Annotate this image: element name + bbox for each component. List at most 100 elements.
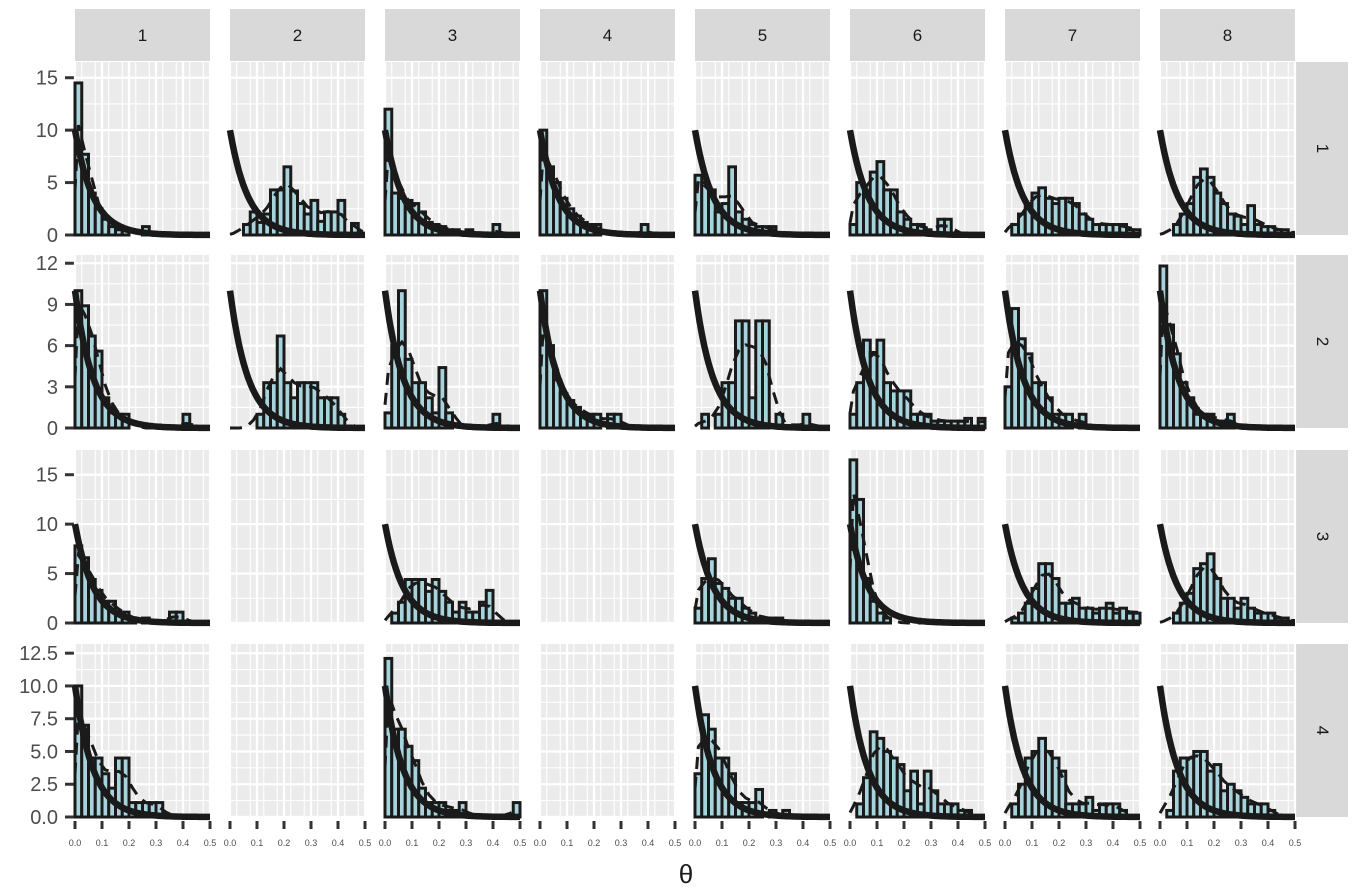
- prior-curve: [226, 129, 365, 239]
- prior-curve: [1001, 290, 1140, 432]
- x-tick-label: 0.3: [305, 838, 318, 848]
- prior-curve: [846, 685, 985, 821]
- x-tick-label: 0.4: [642, 838, 655, 848]
- x-tick-label: 0.1: [251, 838, 264, 848]
- panel-r1-c6: [846, 62, 987, 239]
- prior-curve: [226, 290, 365, 432]
- panel-background: [230, 644, 365, 817]
- panel-r1-c5: [691, 62, 832, 239]
- x-tick-label: 0.4: [1107, 838, 1120, 848]
- panel-r3-c5: [691, 450, 832, 627]
- prior-curve: [1001, 129, 1140, 239]
- prior-curve: [381, 523, 520, 627]
- panel-r2-c6: [846, 255, 987, 432]
- x-tick-label: 0.4: [177, 838, 190, 848]
- row-strip-label: 4: [1313, 726, 1332, 735]
- histogram-bar: [902, 389, 913, 430]
- x-tick-label: 0.3: [770, 838, 783, 848]
- row-strip-label: 3: [1313, 532, 1332, 541]
- x-tick-label: 0.5: [359, 838, 372, 848]
- y-tick-label: 15: [36, 465, 58, 487]
- column-strip-label: 4: [603, 26, 612, 45]
- y-tick-label: 2.5: [30, 774, 58, 796]
- density-curve: [848, 744, 985, 818]
- column-strip-5: [695, 9, 830, 61]
- x-tick-label: 0.0: [534, 838, 547, 848]
- panel-r4-c4: [538, 644, 677, 819]
- x-tick-label: 0.3: [1080, 838, 1093, 848]
- x-tick-label: 0.2: [433, 838, 446, 848]
- x-tick-label: 0.3: [460, 838, 473, 848]
- panel-r2-c2: [226, 255, 367, 432]
- y-tick-label: 0: [47, 225, 58, 247]
- prior-curve: [1001, 685, 1140, 821]
- prior-curve: [536, 129, 675, 239]
- prior-curve: [691, 290, 830, 432]
- density-curve: [383, 339, 520, 430]
- y-tick-label: 5.0: [30, 741, 58, 763]
- x-tick-label: 0.0: [1154, 838, 1167, 848]
- panel-r1-c2: [226, 62, 367, 239]
- panel-r4-c3: [381, 644, 522, 821]
- prior-curve: [71, 685, 210, 821]
- column-strip-label: 1: [138, 26, 147, 45]
- prior-curve: [1156, 523, 1295, 627]
- y-tick-label: 0: [47, 418, 58, 440]
- x-tick-label: 0.5: [1134, 838, 1147, 848]
- row-strip-2: [1295, 255, 1348, 428]
- column-strip-6: [850, 9, 985, 61]
- y-tick-label: 9: [47, 294, 58, 316]
- row-strip-3: [1295, 450, 1348, 623]
- x-tick-label: 0.2: [898, 838, 911, 848]
- prior-curve: [1001, 523, 1140, 627]
- prior-curve: [1156, 685, 1295, 821]
- column-strip-label: 7: [1068, 26, 1077, 45]
- panel-r2-c4: [536, 255, 677, 432]
- column-strip-label: 5: [758, 26, 767, 45]
- x-tick-label: 0.5: [669, 838, 682, 848]
- density-curve: [383, 580, 520, 625]
- panel-r4-c6: [846, 644, 987, 821]
- x-tick-label: 0.1: [406, 838, 419, 848]
- panel-r1-c3: [381, 62, 522, 239]
- density-curve: [693, 736, 830, 819]
- x-tick-label: 0.4: [952, 838, 965, 848]
- x-tick-label: 0.3: [615, 838, 628, 848]
- histogram-bar: [727, 165, 737, 237]
- x-tick-label: 0.4: [797, 838, 810, 848]
- panel-r1-c7: [1001, 62, 1142, 239]
- row-strip-label: 2: [1313, 337, 1332, 346]
- panel-r3-c7: [1001, 450, 1142, 627]
- y-tick-label: 3: [47, 377, 58, 399]
- column-strip-label: 3: [448, 26, 457, 45]
- prior-curve: [71, 290, 210, 432]
- x-tick-label: 0.2: [743, 838, 756, 848]
- x-tick-label: 0.1: [716, 838, 729, 848]
- y-tick-label: 10.0: [19, 676, 58, 698]
- x-tick-label: 0.5: [979, 838, 992, 848]
- x-tick-label: 0.1: [96, 838, 109, 848]
- prior-curve: [846, 523, 985, 627]
- density-curve: [538, 323, 675, 430]
- density-curve: [694, 343, 830, 430]
- prior-curve: [381, 290, 520, 432]
- x-tick-label: 0.0: [379, 838, 392, 848]
- density-curve: [1004, 572, 1140, 623]
- density-curve: [1159, 565, 1295, 624]
- panel-r1-c1: [71, 62, 212, 239]
- panel-r3-c4: [538, 450, 677, 625]
- y-tick-label: 12.5: [19, 643, 58, 665]
- panel-r2-c1: [71, 255, 212, 432]
- x-tick-label: 0.3: [925, 838, 938, 848]
- x-tick-label: 0.4: [487, 838, 500, 848]
- panel-r3-c1: [71, 450, 212, 627]
- x-tick-label: 0.3: [1235, 838, 1248, 848]
- x-tick-label: 0.4: [1262, 838, 1275, 848]
- x-tick-label: 0.0: [69, 838, 82, 848]
- panel-background: [230, 450, 365, 623]
- prior-curve: [536, 290, 675, 432]
- panel-r1-c8: [1156, 62, 1297, 239]
- panel-r3-c2: [228, 450, 367, 625]
- panel-r2-c8: [1156, 255, 1297, 432]
